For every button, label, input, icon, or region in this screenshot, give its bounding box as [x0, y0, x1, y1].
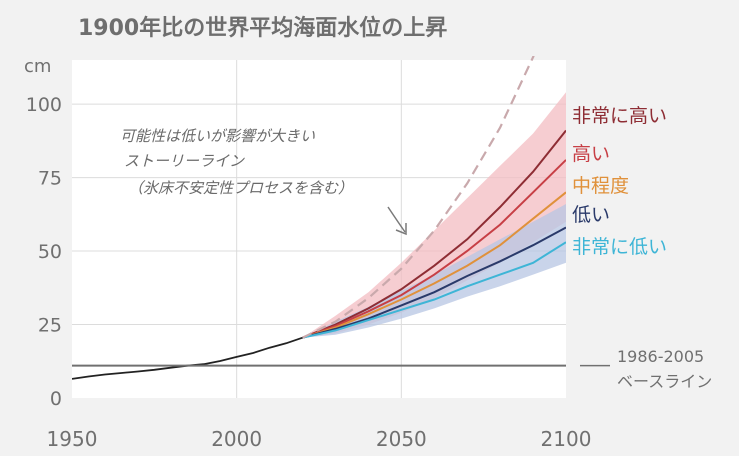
baseline-label-name: ベースライン: [617, 372, 712, 391]
annotation-line-0: 可能性は低いが影響が大きい: [120, 127, 315, 145]
series-line-3: [302, 226, 566, 339]
annotation-line-1: ストーリーライン: [124, 152, 245, 170]
legend-label-0: 非常に高い: [572, 105, 667, 127]
legend-label-2: 中程度: [572, 175, 629, 197]
y-axis-unit: cm: [24, 56, 51, 77]
series-line-0: [302, 129, 566, 339]
x-tick-label: 2100: [541, 427, 592, 451]
chart-title: 1900年比の世界平均海面水位の上昇: [78, 16, 448, 41]
annotation-line-2: （氷床不安定性プロセスを含む）: [128, 179, 353, 197]
y-tick-label: 50: [38, 241, 62, 263]
y-tick-label: 100: [26, 94, 62, 116]
legend-label-1: 高い: [572, 143, 610, 165]
x-tick-label: 1950: [47, 427, 98, 451]
annotation-arrowhead: [395, 223, 407, 236]
x-tick-label: 2000: [211, 427, 262, 451]
y-tick-label: 0: [50, 388, 62, 410]
legend-label-4: 非常に低い: [572, 236, 667, 258]
x-tick-label: 2050: [376, 427, 427, 451]
baseline-label-period: 1986-2005: [617, 347, 704, 366]
y-tick-label: 25: [38, 315, 62, 337]
series-line-2: [302, 191, 566, 339]
annotation-arrow: [387, 206, 406, 233]
series-line-4: [302, 241, 566, 339]
legend-label-3: 低い: [572, 204, 610, 226]
low-likelihood-line: [302, 56, 535, 339]
plot-layer: [72, 56, 566, 380]
y-tick-label: 75: [38, 168, 62, 190]
series-line-1: [302, 159, 566, 339]
